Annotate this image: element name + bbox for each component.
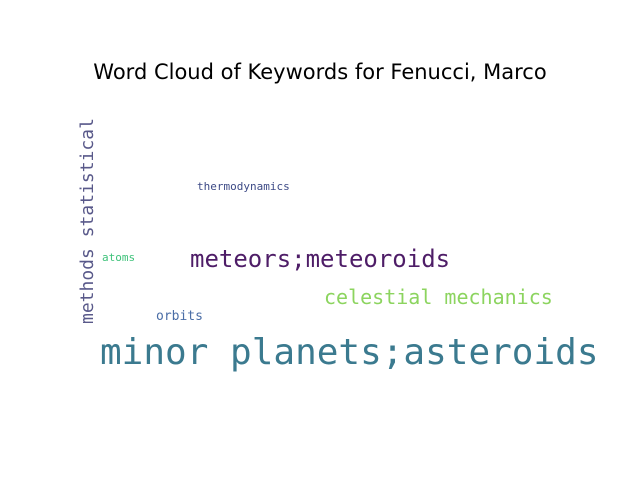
word-atoms: atoms — [102, 251, 136, 264]
chart-title: Word Cloud of Keywords for Fenucci, Marc… — [93, 60, 547, 84]
word-celestial-mechanics: celestial mechanics — [324, 285, 553, 309]
word-cloud: minor planets;asteroids meteors;meteoroi… — [77, 88, 599, 388]
word-minor-planets-asteroids: minor planets;asteroids — [100, 332, 599, 373]
word-methods-statistical: methods statistical — [77, 118, 98, 324]
word-meteors-meteoroids: meteors;meteoroids — [190, 245, 451, 273]
word-thermodynamics: thermodynamics — [197, 180, 290, 193]
word-orbits: orbits — [156, 309, 203, 324]
